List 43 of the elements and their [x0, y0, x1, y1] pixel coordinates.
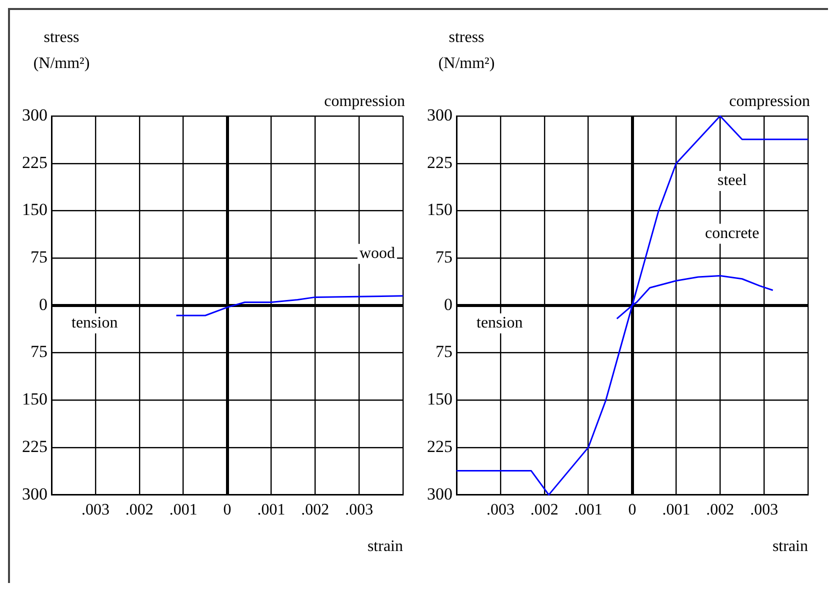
y-tick-label: 75	[436, 342, 452, 362]
x-tick-label: .002	[301, 502, 330, 519]
y-tick-label: 150	[427, 390, 452, 409]
x-tick-label: .003	[81, 502, 110, 519]
x-tick-label: .002	[125, 502, 154, 519]
text: wood	[359, 245, 395, 262]
text: compression	[729, 93, 810, 110]
y-tick-label: 300	[22, 484, 48, 504]
y-tick-label: 225	[427, 436, 452, 456]
annotation: tension	[476, 314, 523, 332]
y-tick-label: 300	[427, 105, 452, 124]
y-tick-label: 150	[22, 390, 48, 409]
y-tick-label: 300	[22, 105, 48, 124]
y-tick-label: 75	[30, 342, 48, 362]
x-axis-title: strain	[772, 538, 808, 556]
x-tick-label: .002	[530, 502, 558, 519]
x-tick-label: 0	[628, 502, 636, 519]
y-tick-label: 225	[427, 152, 452, 172]
y-tick-label: 225	[22, 152, 48, 172]
x-tick-label: .001	[169, 502, 198, 519]
text: compression	[324, 93, 405, 110]
y-tick-label: 0	[39, 294, 48, 314]
x-tick-label: 0	[223, 502, 232, 519]
x-tick-label: .001	[257, 502, 286, 519]
x-tick-label: .003	[750, 502, 778, 519]
y-axis-title: stress (N/mm²)	[33, 29, 90, 72]
text: concrete	[705, 224, 760, 242]
y-axis-title: stress (N/mm²)	[438, 29, 495, 72]
y-tick-label: 225	[22, 436, 48, 456]
x-tick-label: .002	[706, 502, 734, 519]
text: steel	[717, 172, 748, 190]
y-tick-label: 75	[436, 248, 452, 267]
y-tick-label: 75	[30, 248, 48, 267]
x-axis-title: strain	[367, 538, 403, 556]
y-tick-label: 300	[427, 484, 452, 504]
x-tick-label: .001	[662, 502, 690, 519]
y-tick-label: 0	[444, 294, 452, 314]
x-tick-label: .001	[574, 502, 602, 519]
x-tick-label: .003	[345, 502, 374, 519]
x-tick-label: .003	[486, 502, 514, 519]
y-tick-label: 150	[427, 200, 452, 220]
y-tick-label: 150	[22, 200, 48, 220]
annotation: tension	[72, 314, 118, 332]
